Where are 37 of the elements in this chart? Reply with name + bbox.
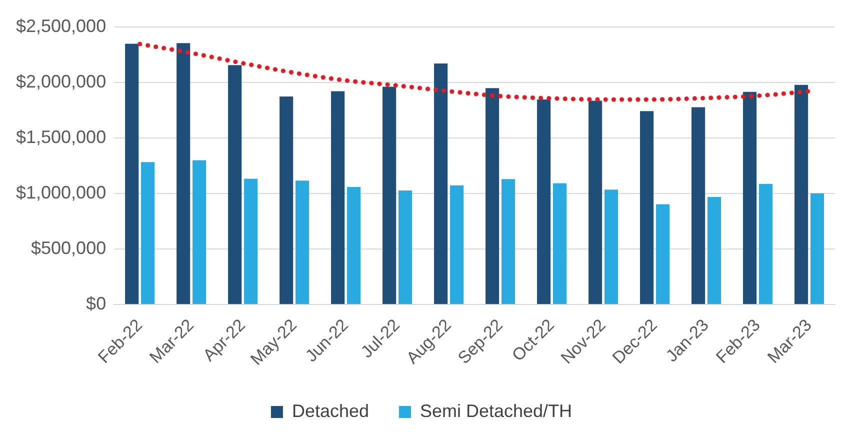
bar [707, 196, 722, 304]
bar [794, 84, 808, 304]
bar [296, 180, 310, 304]
y-tick-label: $2,500,000 [16, 16, 106, 36]
bar [382, 86, 396, 304]
legend-label: Semi Detached/TH [420, 400, 572, 421]
y-tick-label: $500,000 [31, 238, 106, 258]
bar [450, 185, 464, 304]
legend-label: Detached [292, 400, 370, 421]
bar [125, 44, 139, 304]
bar [537, 100, 551, 304]
bar [552, 183, 567, 304]
bar [347, 186, 361, 304]
y-tick-label: $1,500,000 [16, 126, 106, 147]
bar [141, 162, 155, 304]
bar [810, 193, 824, 304]
bar [486, 88, 500, 304]
bar [742, 92, 757, 304]
y-tick-label: $2,000,000 [16, 71, 106, 92]
y-tick-label: $0 [86, 293, 106, 314]
bar [501, 179, 516, 304]
bar [192, 160, 206, 304]
bar [692, 107, 706, 304]
bar [758, 184, 773, 304]
bar [604, 190, 618, 304]
bar [588, 100, 602, 304]
bar [228, 65, 242, 304]
bar [244, 178, 258, 304]
line-series [138, 42, 812, 102]
bar [280, 96, 294, 304]
bar [434, 63, 448, 304]
y-tick-label: $1,000,000 [16, 182, 106, 202]
bar [398, 190, 412, 304]
bar [331, 91, 345, 304]
bar [176, 43, 190, 304]
bar [640, 111, 654, 304]
bar [656, 204, 670, 304]
